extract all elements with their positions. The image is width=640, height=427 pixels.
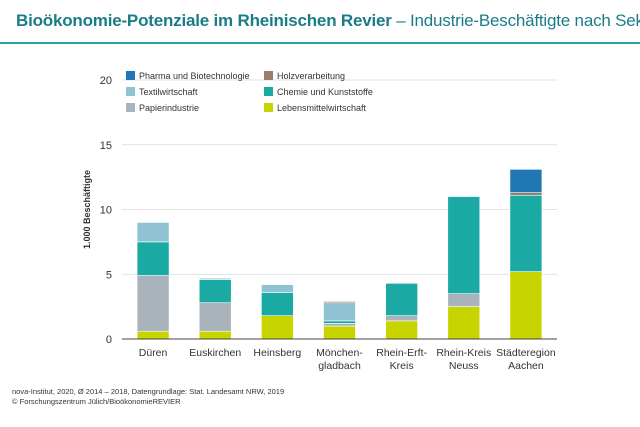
- x-category-label: Städteregion: [496, 347, 556, 359]
- bar-segment: [323, 320, 356, 324]
- title-separator: –: [396, 11, 406, 30]
- bar-segment: [261, 284, 294, 293]
- bar-segment: [323, 301, 356, 304]
- title-main: Bioökonomie-Potenziale im Rheinischen Re…: [16, 11, 392, 30]
- header-bar: Bioökonomie-Potenziale im Rheinischen Re…: [0, 0, 640, 44]
- copyright-note: © Forschungszentrum Jülich/BioökonomieRE…: [12, 397, 181, 406]
- bar-segment: [447, 293, 481, 307]
- legend-label: Pharma und Biotechnologie: [139, 71, 250, 81]
- y-tick-label: 0: [106, 334, 112, 346]
- x-category-label: Euskirchen: [189, 347, 241, 359]
- y-tick-label: 20: [100, 75, 112, 87]
- legend-swatch: [264, 103, 273, 112]
- bar-segment: [385, 283, 418, 316]
- legend-swatch: [126, 87, 135, 96]
- bar-segment: [323, 325, 356, 340]
- source-note: nova-Institut, 2020, Ø 2014 – 2018, Date…: [12, 387, 285, 396]
- bar-segment: [385, 320, 418, 340]
- bar-segment: [323, 302, 356, 322]
- x-category-label: Aachen: [508, 360, 544, 372]
- bar-segment: [136, 275, 170, 332]
- legend-swatch: [264, 71, 273, 80]
- bar-segment: [198, 279, 232, 304]
- page-title: Bioökonomie-Potenziale im Rheinischen Re…: [16, 11, 640, 31]
- bar-segment: [136, 330, 170, 340]
- legend-label: Lebensmittelwirtschaft: [277, 103, 367, 113]
- bar-segment: [385, 315, 418, 322]
- y-tick-label: 15: [100, 140, 112, 152]
- legend-label: Papierindustrie: [139, 103, 199, 113]
- title-subtitle: Industrie-Beschäftigte nach Sektor: [410, 11, 640, 30]
- bar-segment: [323, 323, 356, 327]
- x-category-label: Heinsberg: [253, 347, 301, 359]
- legend-swatch: [264, 87, 273, 96]
- x-category-label: Düren: [139, 347, 168, 359]
- bar-segment: [261, 292, 294, 316]
- legend-label: Textilwirtschaft: [139, 87, 198, 97]
- legend-label: Chemie und Kunststoffe: [277, 87, 373, 97]
- bar-segment: [136, 222, 170, 243]
- bar-segment: [509, 192, 543, 196]
- bar-segment: [447, 306, 481, 340]
- legend-label: Holzverarbeitung: [277, 71, 345, 81]
- bar-segment: [198, 330, 232, 340]
- x-category-label: Rhein-Erft-: [376, 347, 427, 359]
- y-tick-label: 5: [106, 269, 112, 281]
- x-category-label: Neuss: [449, 360, 479, 372]
- bar-segment: [509, 194, 543, 272]
- bar-segment: [447, 196, 481, 294]
- bar-segment: [509, 271, 543, 340]
- x-category-label: gladbach: [318, 360, 361, 372]
- bar-segment: [198, 277, 232, 280]
- bar-segment: [509, 169, 543, 193]
- y-tick-label: 10: [100, 205, 112, 217]
- bar-segment: [261, 315, 294, 340]
- bar-segment: [198, 302, 232, 332]
- y-axis-label: 1.000 Beschäftigte: [82, 170, 92, 249]
- legend-swatch: [126, 103, 135, 112]
- legend-swatch: [126, 71, 135, 80]
- x-category-label: Kreis: [390, 360, 414, 372]
- x-category-label: Rhein-Kreis: [436, 347, 491, 359]
- bar-segment: [136, 241, 170, 276]
- x-category-label: Mönchen-: [316, 347, 363, 359]
- footer-notes: nova-Institut, 2020, Ø 2014 – 2018, Date…: [12, 387, 284, 407]
